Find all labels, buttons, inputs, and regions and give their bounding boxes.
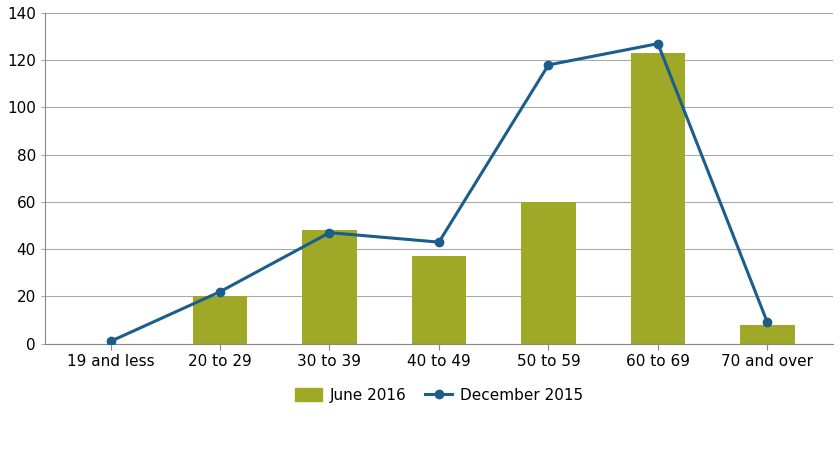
Bar — [302, 230, 357, 344]
December 2015 — [324, 230, 334, 235]
Legend: June 2016, December 2015: June 2016, December 2015 — [289, 382, 590, 409]
December 2015 — [215, 289, 225, 294]
Bar — [521, 202, 575, 344]
December 2015 — [653, 41, 663, 47]
December 2015 — [763, 320, 773, 325]
Bar — [192, 297, 247, 344]
Bar — [740, 325, 795, 344]
Bar — [631, 53, 685, 344]
December 2015 — [543, 62, 554, 68]
December 2015 — [106, 339, 116, 344]
December 2015 — [434, 239, 444, 245]
Bar — [412, 256, 466, 344]
Line: December 2015: December 2015 — [107, 39, 771, 345]
